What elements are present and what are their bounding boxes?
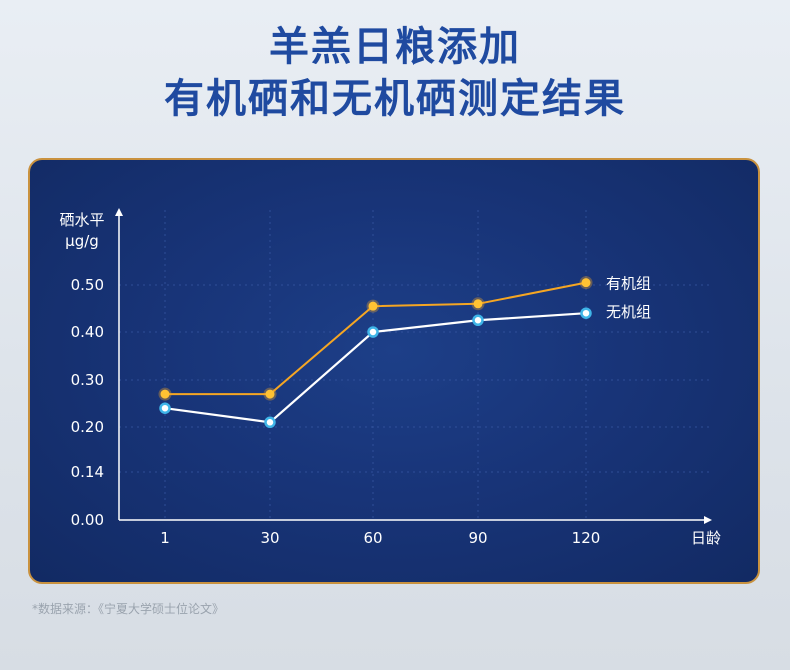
x-axis-arrow: [704, 516, 712, 524]
x-tick-label: 90: [468, 529, 487, 547]
y-tick-label: 0.20: [71, 418, 104, 436]
legend-label-organic: 有机组: [606, 275, 651, 293]
y-tick-label: 0.30: [71, 371, 104, 389]
series-line-organic: [165, 281, 587, 396]
title-line-1: 羊羔日粮添加: [269, 24, 521, 70]
data-point-inorganic: [264, 416, 276, 429]
data-point-organic: [368, 301, 378, 311]
data-point-organic: [473, 299, 483, 309]
legend-label-inorganic: 无机组: [606, 303, 651, 321]
y-tick-label: 0.40: [71, 323, 104, 341]
data-point-organic: [160, 389, 170, 399]
data-point-inorganic: [580, 307, 592, 319]
chart-panel: 硒水平 μg/g 0.00 0.14 0.20 0.30 0.40 0.50 1 30 60 90 12…: [28, 158, 760, 584]
y-tick-label: 0.50: [71, 276, 104, 294]
y-tick-label: 0.00: [71, 511, 104, 529]
x-tick-label: 120: [572, 529, 601, 547]
x-tick-label: 1: [160, 529, 170, 547]
data-point-organic: [581, 278, 591, 288]
x-axis-label: 日龄: [691, 529, 721, 547]
y-axis-arrow: [115, 208, 123, 216]
x-tick-label: 30: [260, 529, 279, 547]
title-line-2: 有机硒和无机硒测定结果: [164, 76, 626, 122]
y-axis-unit: μg/g: [65, 232, 99, 250]
y-axis-label: 硒水平: [59, 211, 104, 229]
x-tick-label: 60: [363, 529, 382, 547]
data-point-inorganic: [367, 326, 379, 338]
y-tick-label: 0.14: [71, 463, 104, 481]
source-note: *数据来源：《宁夏大学硕士位论文》: [32, 602, 225, 616]
data-point-inorganic: [159, 402, 171, 414]
data-point-organic: [265, 389, 275, 399]
data-point-inorganic: [472, 314, 484, 326]
line-chart: 硒水平 μg/g 0.00 0.14 0.20 0.30 0.40 0.50 1 30 60 90 12…: [59, 208, 721, 547]
